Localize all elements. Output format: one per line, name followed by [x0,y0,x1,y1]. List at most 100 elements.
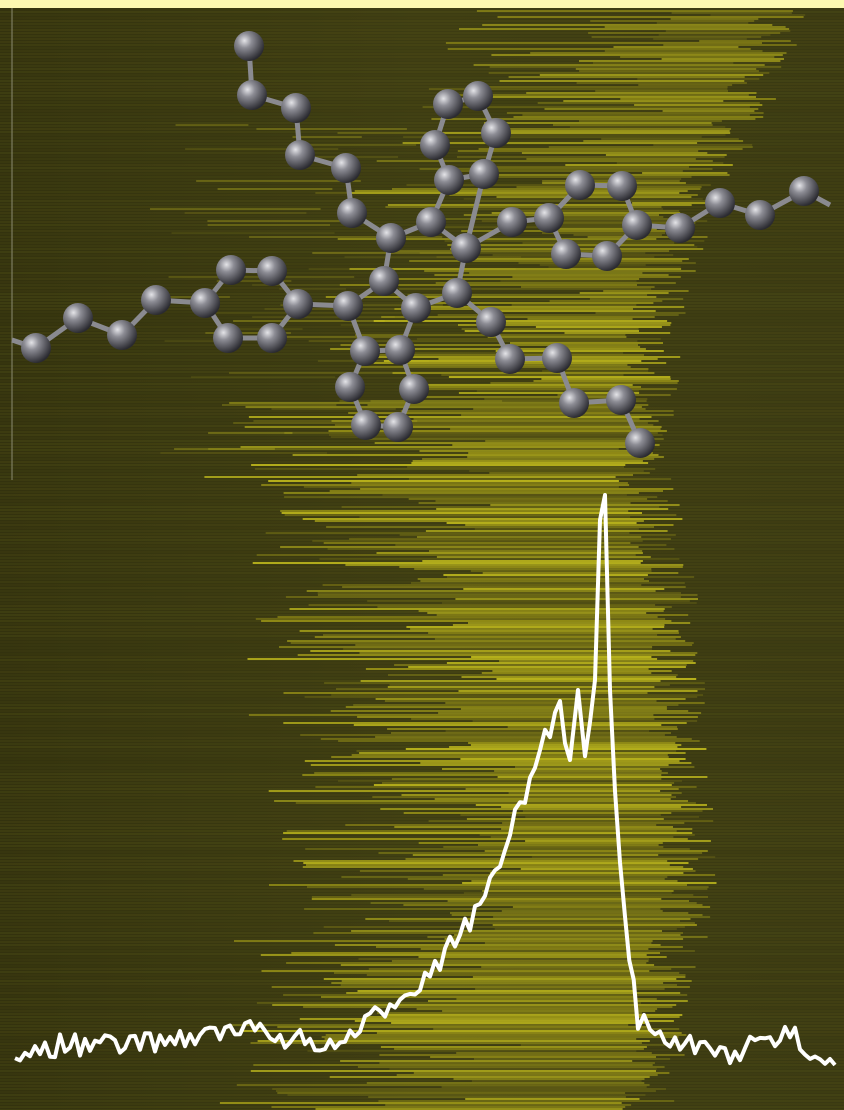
streak [450,428,660,430]
streak [341,876,667,878]
streak [434,132,730,134]
noise-row [0,662,844,664]
streak [359,752,685,754]
noise-row [0,470,844,472]
streak [469,470,644,472]
streak [257,554,636,556]
streak [540,74,763,76]
streak [601,138,739,140]
streak [485,166,689,168]
streak [335,944,661,946]
streak [418,386,641,388]
streak [485,850,708,852]
streak [577,82,747,84]
streak [252,316,395,318]
streak [458,150,698,152]
streak [402,794,672,796]
streak [576,68,756,70]
streak [605,50,763,52]
streak [492,670,671,672]
atom [281,93,311,123]
streak [379,852,703,854]
noise-row [0,632,844,634]
streak [473,976,686,978]
streak [505,322,671,324]
streak [427,936,707,938]
streak [365,918,690,920]
streak [579,70,759,72]
streak [392,960,649,962]
streak [160,452,327,454]
streak [388,674,678,676]
streak [331,756,669,758]
streak [321,996,634,998]
noise-row [0,245,844,247]
streak [419,842,663,844]
streak [307,590,656,592]
streak [460,814,660,816]
streak [323,584,642,586]
streak [420,580,649,582]
streak [579,120,722,122]
streak [471,744,681,746]
streak [477,10,793,12]
streak [485,96,756,98]
streak [549,146,753,148]
streak [172,232,335,234]
noise-row [0,614,844,616]
atom [463,81,493,111]
streak [465,1098,639,1100]
streak [376,698,686,700]
streak [374,784,672,786]
streak [349,538,671,540]
streak [378,1100,674,1102]
streak [500,280,636,282]
streak [437,614,689,616]
streak [385,278,639,280]
atom [451,233,481,263]
streak [361,680,661,682]
noise-row [0,182,844,184]
atom [376,223,406,253]
noise-row [0,368,844,370]
streak [446,42,762,44]
streak [388,686,655,688]
noise-row [0,806,844,808]
atom [399,374,429,404]
streak [414,418,640,420]
streak [309,604,655,606]
streak [502,822,684,824]
streak [296,802,696,804]
streak [324,926,685,928]
streak [436,508,668,510]
streak [632,202,715,204]
noise-row [0,524,844,526]
spectral-image [0,0,844,1110]
streak [324,542,631,544]
noise-row [0,263,844,265]
streak [507,112,764,114]
streak [493,924,697,926]
streak [490,66,782,68]
streak [422,458,654,460]
streak [251,464,625,466]
streak [358,1066,665,1068]
streak [261,484,629,486]
streak [468,452,653,454]
streak [580,292,669,294]
noise-row [0,1079,844,1081]
streak [497,196,692,198]
noise-row [0,767,844,769]
atom [442,278,472,308]
atom [433,89,463,119]
noise-row [0,845,844,847]
atom [285,140,315,170]
noise-row [0,272,844,274]
atom [335,372,365,402]
streak [300,630,679,632]
streak [305,760,680,762]
atom [745,200,775,230]
streak [579,60,780,62]
streak [377,552,643,554]
streak [508,726,677,728]
